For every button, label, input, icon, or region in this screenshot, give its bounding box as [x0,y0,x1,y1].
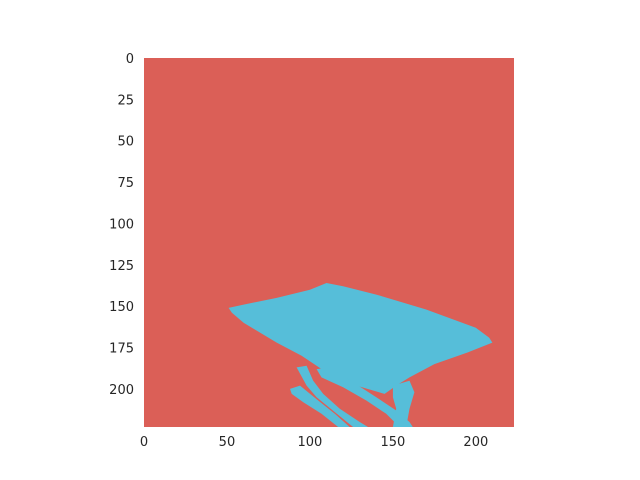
y-tick-label: 200 [109,383,134,398]
y-tick-label: 100 [109,217,134,232]
x-tick-label: 100 [298,435,323,450]
x-tick-label: 150 [380,435,405,450]
y-tick-label: 25 [117,93,134,108]
x-tick-label: 200 [463,435,488,450]
x-axis: 0 50 100 150 200 [140,435,488,450]
y-axis: 0 25 50 75 100 125 150 175 200 [109,52,134,398]
mask-region-table-top [228,283,493,394]
y-tick-label: 175 [109,342,134,357]
x-tick-label: 50 [219,435,236,450]
y-tick-label: 50 [117,135,134,150]
y-tick-label: 75 [117,176,134,191]
mask-region-leg-left-inner [290,385,350,427]
y-tick-label: 150 [109,300,134,315]
mask-region-leg-left-outer [296,365,368,427]
y-tick-label: 0 [126,52,134,67]
plot-area [144,58,514,427]
mask-region-leg-right [392,380,415,427]
mask-region-leg-center [316,367,413,427]
foreground-regions [228,283,493,427]
y-tick-label: 125 [109,259,134,274]
x-tick-label: 0 [140,435,148,450]
